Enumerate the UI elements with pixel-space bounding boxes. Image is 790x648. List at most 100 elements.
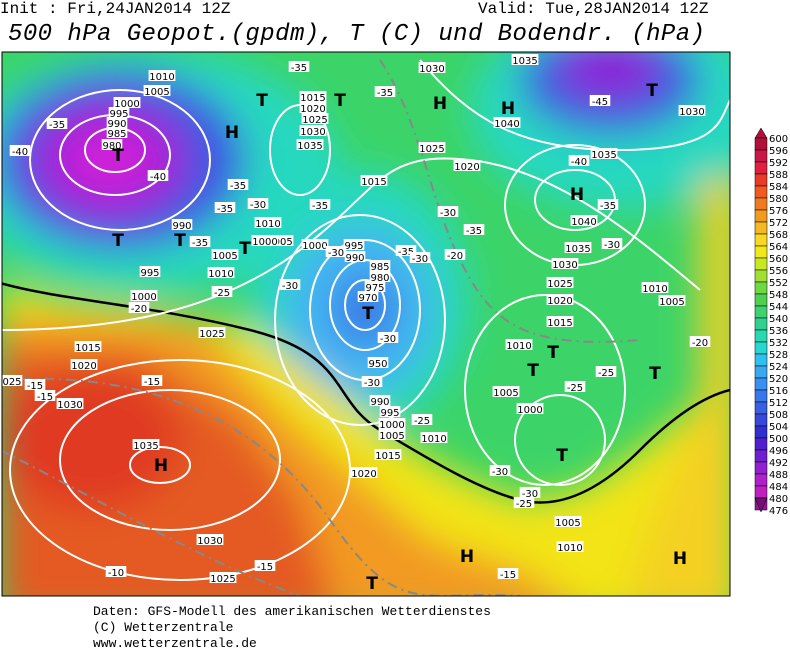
pressure-center: T <box>649 364 661 384</box>
isobar-label-box <box>658 295 686 306</box>
temperature-label: -15 <box>144 377 160 388</box>
colorbar-label: 584 <box>769 182 788 193</box>
colorbar-swatch <box>754 425 768 439</box>
isobar-label-box <box>590 148 618 159</box>
isobar-label: 1020 <box>547 296 572 307</box>
pressure-center: T <box>362 304 374 324</box>
isobar-label-box <box>492 386 520 397</box>
isobar-label-box <box>143 85 171 96</box>
isobar-label-box <box>570 215 598 226</box>
temperature-label-box <box>489 465 511 476</box>
colorbar-swatch <box>754 473 768 487</box>
isobar-label-box <box>511 54 539 65</box>
isobar-label-box <box>198 327 226 338</box>
temperature-label-box <box>288 61 310 72</box>
temperature-label: -35 <box>291 63 307 74</box>
isobar-label-box <box>546 277 574 288</box>
temperature-label: -30 <box>604 240 620 251</box>
temperature-label: -15 <box>500 570 516 581</box>
isobar-label: 970 <box>358 293 377 304</box>
colorbar-swatch <box>754 389 768 403</box>
isobar-label: 1035 <box>591 150 616 161</box>
colorbar-swatch <box>754 365 768 379</box>
isobar-label-box <box>378 418 406 429</box>
isobar-label: 1000 <box>517 405 542 416</box>
pressure-center: T <box>334 91 346 111</box>
isobar-label: 1010 <box>149 72 174 83</box>
isobar-label-box <box>678 105 706 116</box>
colorbar-label: 560 <box>769 254 788 265</box>
temperature-label-box <box>377 332 399 343</box>
temperature-label: -45 <box>592 97 608 108</box>
colorbar-label: 596 <box>769 146 788 157</box>
isobar-label-box <box>132 439 160 450</box>
isobar-label: 1015 <box>547 318 572 329</box>
temperature-label: -35 <box>466 226 482 237</box>
temperature-label: -15 <box>27 381 43 392</box>
temperature-label-box <box>279 279 301 290</box>
temperature-label-box <box>595 366 617 377</box>
temperature-label-box <box>34 390 56 401</box>
temperature-label: -30 <box>328 248 344 259</box>
colorbar-label: 508 <box>769 410 788 421</box>
colorbar-label: 504 <box>769 422 788 433</box>
colorbar-swatch <box>754 209 768 223</box>
temperature-label-box <box>211 286 233 297</box>
temperature-label-box <box>589 95 611 106</box>
pressure-center: T <box>527 361 539 381</box>
colorbar-cap <box>754 497 768 513</box>
pressure-center: T <box>556 446 568 466</box>
isobar-label: 1000 <box>252 237 277 248</box>
colorbar-label: 564 <box>769 242 788 253</box>
isobar-label-box <box>266 235 294 246</box>
isobar-label-box <box>299 91 327 102</box>
pressure-center: H <box>501 99 515 119</box>
isobar-label: 1005 <box>267 237 292 248</box>
colorbar-label: 480 <box>769 494 788 505</box>
isobar-label: 1005 <box>379 431 404 442</box>
colorbar-swatch <box>754 257 768 271</box>
isobar-label-box <box>301 113 329 124</box>
isobar-label: 1035 <box>565 244 590 255</box>
isobar-label-box <box>299 125 327 136</box>
colorbar-label: 532 <box>769 338 788 349</box>
isobar-label: 985 <box>107 129 126 140</box>
colorbar-swatch <box>754 329 768 343</box>
colorbar-swatch <box>754 149 768 163</box>
isobar-label-box <box>211 249 239 260</box>
isobar-label: 1040 <box>494 119 519 130</box>
colorbar-swatch <box>754 461 768 475</box>
isobar-label: 1000 <box>114 99 139 110</box>
isobar-label: 1005 <box>212 251 237 262</box>
isobar-label: 1010 <box>208 269 233 280</box>
temperature-label: -35 <box>377 88 393 99</box>
temperature-label: -40 <box>571 157 587 168</box>
temperature-label-box <box>147 170 169 181</box>
title: 500 hPa Geopot.(gpdm), T (C) und Bodendr… <box>8 21 705 48</box>
isobar-label-box <box>369 260 391 271</box>
temperature-label-box <box>247 198 269 209</box>
colorbar-swatch <box>754 233 768 247</box>
colorbar-label: 484 <box>769 482 788 493</box>
isobar-label: 1030 <box>300 127 325 138</box>
colorbar-label: 568 <box>769 230 788 241</box>
isobar-label: 025 <box>2 377 21 388</box>
pressure-center: T <box>366 574 378 594</box>
colorbar-swatch <box>754 281 768 295</box>
colorbar-swatch <box>754 377 768 391</box>
colorbar-label: 588 <box>769 170 788 181</box>
isobar-label: 1005 <box>144 87 169 98</box>
isobar-label: 990 <box>172 221 191 232</box>
pressure-center: T <box>112 231 124 251</box>
colorbar-label: 492 <box>769 458 788 469</box>
temperature-label: -35 <box>312 201 328 212</box>
isobar-label-box <box>196 534 224 545</box>
temperature-label-box <box>564 381 586 392</box>
isobar-label-box <box>374 449 402 460</box>
isobar-label: 995 <box>140 268 159 279</box>
pressure-center: H <box>673 549 687 569</box>
pressure-center: T <box>174 231 186 251</box>
colorbar-swatch <box>754 437 768 451</box>
colorbar-label: 524 <box>769 362 788 373</box>
colorbar-swatch <box>754 341 768 355</box>
